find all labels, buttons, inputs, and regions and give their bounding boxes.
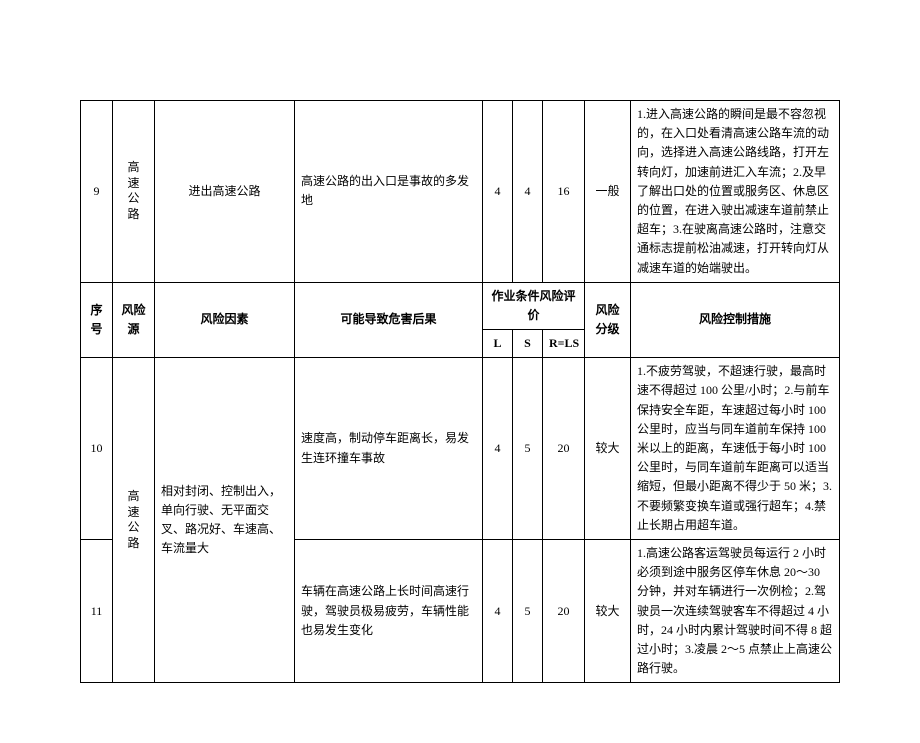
cell-factor: 相对封闭、控制出入，单向行驶、无平面交叉、路况好、车速高、车流量大 xyxy=(155,358,295,683)
cell-measures: 1.不疲劳驾驶，不超速行驶，最高时速不得超过 100 公里/小时；2.与前车保持… xyxy=(631,358,840,540)
cell-l: 4 xyxy=(483,358,513,540)
header-seq: 序号 xyxy=(81,282,113,358)
cell-s: 5 xyxy=(513,539,543,682)
cell-consequence: 高速公路的出入口是事故的多发地 xyxy=(295,101,483,283)
cell-seq: 11 xyxy=(81,539,113,682)
table-row: 10 高速公路 相对封闭、控制出入，单向行驶、无平面交叉、路况好、车速高、车流量… xyxy=(81,358,840,540)
cell-r: 20 xyxy=(543,539,585,682)
cell-factor: 进出高速公路 xyxy=(155,101,295,283)
cell-consequence: 车辆在高速公路上长时间高速行驶，驾驶员极易疲劳，车辆性能也易发生变化 xyxy=(295,539,483,682)
cell-l: 4 xyxy=(483,101,513,283)
cell-source: 高速公路 xyxy=(113,358,155,683)
header-source: 风险源 xyxy=(113,282,155,358)
cell-consequence: 速度高，制动停车距离长，易发生连环撞车事故 xyxy=(295,358,483,540)
cell-seq: 9 xyxy=(81,101,113,283)
header-r: R=LS xyxy=(543,330,585,358)
header-evaluation: 作业条件风险评价 xyxy=(483,282,585,329)
cell-s: 5 xyxy=(513,358,543,540)
cell-measures: 1.高速公路客运驾驶员每运行 2 小时必须到途中服务区停车休息 20～30 分钟… xyxy=(631,539,840,682)
risk-table: 9 高速公路 进出高速公路 高速公路的出入口是事故的多发地 4 4 16 一般 … xyxy=(80,100,840,683)
header-measures: 风险控制措施 xyxy=(631,282,840,358)
cell-source: 高速公路 xyxy=(113,101,155,283)
cell-measures: 1.进入高速公路的瞬间是最不容忽视的，在入口处看清高速公路车流的动向，选择进入高… xyxy=(631,101,840,283)
header-factor: 风险因素 xyxy=(155,282,295,358)
cell-r: 16 xyxy=(543,101,585,283)
cell-l: 4 xyxy=(483,539,513,682)
cell-seq: 10 xyxy=(81,358,113,540)
header-level: 风险分级 xyxy=(585,282,631,358)
table-row: 9 高速公路 进出高速公路 高速公路的出入口是事故的多发地 4 4 16 一般 … xyxy=(81,101,840,283)
cell-level: 较大 xyxy=(585,358,631,540)
header-consequence: 可能导致危害后果 xyxy=(295,282,483,358)
cell-level: 一般 xyxy=(585,101,631,283)
header-l: L xyxy=(483,330,513,358)
cell-s: 4 xyxy=(513,101,543,283)
header-s: S xyxy=(513,330,543,358)
cell-r: 20 xyxy=(543,358,585,540)
cell-level: 较大 xyxy=(585,539,631,682)
header-row: 序号 风险源 风险因素 可能导致危害后果 作业条件风险评价 风险分级 风险控制措… xyxy=(81,282,840,329)
